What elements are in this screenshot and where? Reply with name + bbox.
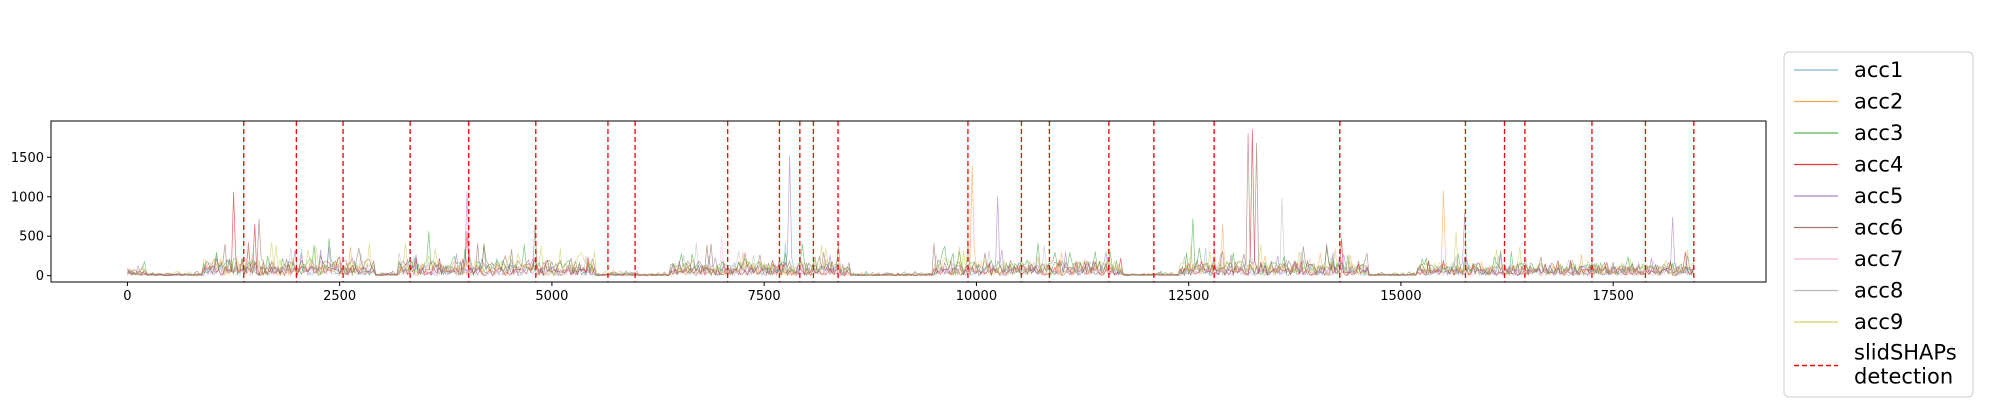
legend-label-detection: slidSHAPs detection [1854,341,1957,389]
x-tick-label-0: 0 [123,289,131,304]
x-tick-label-1: 2500 [323,289,356,304]
series-line-acc8 [127,197,1695,277]
series-line-acc4 [127,129,1695,277]
legend-label-acc5: acc5 [1854,184,1903,208]
y-tick-label-1: 500 [19,230,44,245]
legend-label-acc4: acc4 [1854,153,1903,177]
legend-label-acc8: acc8 [1854,279,1903,303]
legend-label-detection-line-1: detection [1854,365,1953,389]
x-tick-label-3: 7500 [748,289,781,304]
x-tick-label-6: 15000 [1380,289,1421,304]
legend-label-acc7: acc7 [1854,247,1903,271]
legend-label-acc6: acc6 [1854,216,1903,240]
y-tick-label-2: 1000 [11,190,44,205]
x-tick-label-2: 5000 [535,289,568,304]
legend-label-acc9: acc9 [1854,310,1903,334]
legend-label-acc3: acc3 [1854,121,1903,145]
legend: acc1 acc2 acc3 acc4 acc5 acc6 acc7 acc8 acc9 slid… [1783,51,1974,398]
axes: 0 2500 5000 7500 10000 12500 15000 17500 0 500 100… [11,120,1767,304]
series-line-acc6 [127,133,1695,277]
plot-area [127,121,1695,282]
legend-label-detection-line-0: slidSHAPs [1854,341,1957,365]
y-tick-label-3: 1500 [11,151,44,166]
y-tick-label-0: 0 [36,269,44,284]
legend-label-acc1: acc1 [1854,58,1903,82]
plot-frame [50,120,1767,283]
x-tick-label-7: 17500 [1592,289,1633,304]
legend-label-acc2: acc2 [1854,90,1903,114]
series-line-acc9 [127,231,1694,277]
x-tick-label-5: 12500 [1168,289,1209,304]
x-tick-label-4: 10000 [956,289,997,304]
legend-box [1783,51,1974,398]
